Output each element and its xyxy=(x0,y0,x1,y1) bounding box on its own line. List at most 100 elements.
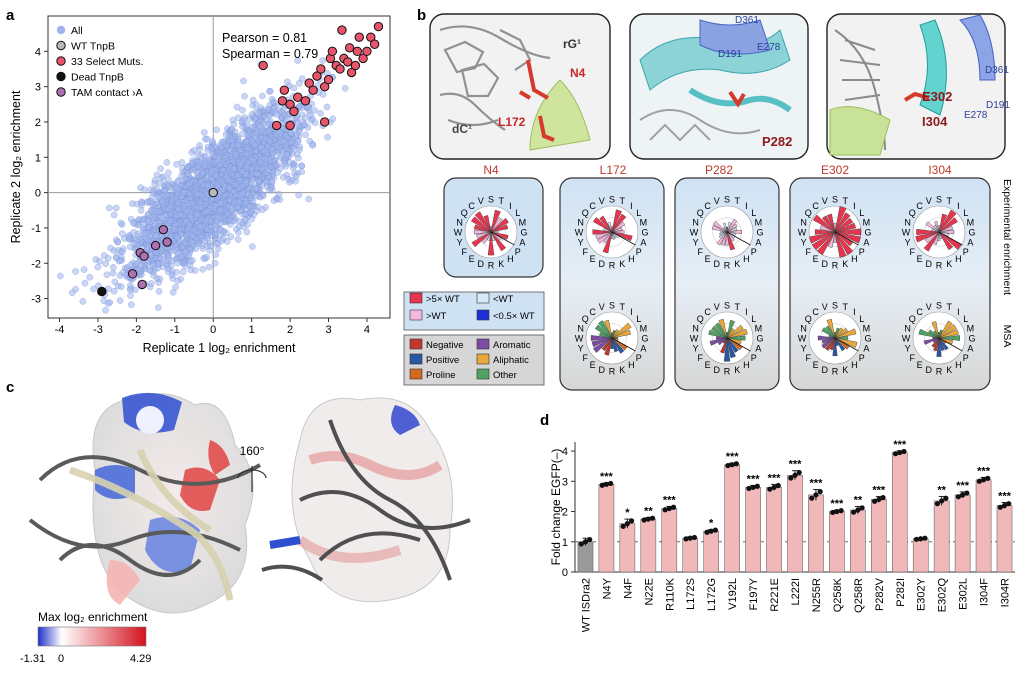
bar-replicate-dot xyxy=(830,509,836,516)
scatter-point-33-select-muts xyxy=(323,74,334,85)
scatter-point-33-select-muts xyxy=(289,106,299,117)
enrichment-legend-label: <0.5× WT xyxy=(493,311,535,322)
rose-letter: K xyxy=(619,365,625,375)
scatter-point-all xyxy=(176,211,184,218)
scatter-point-all xyxy=(212,251,219,259)
rose-wedge xyxy=(726,218,738,233)
rose-letter: A xyxy=(967,238,973,248)
rose-letter: A xyxy=(640,238,646,248)
rose-letter: F xyxy=(583,353,589,363)
legend-marker xyxy=(56,25,66,35)
rose-wedge xyxy=(938,209,957,233)
rose-wedge xyxy=(604,337,613,356)
label-d361-a: D361 xyxy=(735,15,759,26)
enrichment-legend-label: <WT xyxy=(493,294,514,305)
scatter-point-all xyxy=(204,207,212,215)
scatter-point-33-select-muts xyxy=(300,96,311,106)
rose-letter: I xyxy=(853,201,856,211)
rose-letter: V xyxy=(478,196,484,206)
rose-letter: K xyxy=(619,259,625,269)
rose-wedge xyxy=(726,328,735,339)
class-legend-label: Aromatic xyxy=(493,340,531,351)
scatter-point-all xyxy=(155,288,163,295)
bar-replicate-dot xyxy=(662,507,668,513)
rose-wedge xyxy=(726,223,738,233)
bar-replicate-dot xyxy=(649,515,656,521)
scatter-point-all xyxy=(178,159,186,166)
rose-letter: I xyxy=(957,307,960,317)
scatter-point-all xyxy=(118,283,125,290)
colorbar-max-label: 4.29 xyxy=(130,653,151,665)
scatter-point-all xyxy=(236,217,243,225)
protein-surface-front xyxy=(28,392,262,614)
structure-view-1: rG¹ N4 L172 dC¹ xyxy=(429,13,611,160)
enrichment-legend: >5× WT <WT >WT <0.5× WT xyxy=(409,292,535,322)
rose-wedge xyxy=(821,327,836,339)
rose-title-n4: N4 xyxy=(483,163,499,177)
scatter-point-all xyxy=(268,178,276,186)
rose-letter: Q xyxy=(697,208,704,218)
scatter-point-all xyxy=(104,254,112,262)
rose-wedge xyxy=(834,231,854,256)
rose-letter: K xyxy=(734,259,740,269)
rose-wedge xyxy=(490,231,509,240)
scatter-point-33-select-muts xyxy=(362,46,372,57)
rose-wedge xyxy=(716,231,728,246)
bar xyxy=(891,452,908,573)
rose-wedge xyxy=(809,231,836,244)
rose-wedge xyxy=(834,327,848,339)
rose-letter: K xyxy=(946,259,952,269)
bar xyxy=(975,479,992,573)
rose-letter: N xyxy=(577,217,584,227)
scatter-point-all xyxy=(255,178,263,185)
rose-wedge xyxy=(611,231,617,239)
scatter-point-all xyxy=(305,195,313,203)
rose-wedge xyxy=(487,231,495,256)
rose-letter: G xyxy=(864,334,871,344)
rose-wedge xyxy=(599,332,613,339)
rose-wedge xyxy=(833,222,837,233)
bar-replicate-dot xyxy=(691,534,698,541)
panel-label-d: d xyxy=(540,412,549,429)
rose-wedge xyxy=(834,331,836,339)
rose-letter: N xyxy=(692,217,699,227)
rose-letter: G xyxy=(641,334,648,344)
protein-surface-back xyxy=(261,397,471,603)
bar-category-label: I304F xyxy=(979,578,991,606)
enrichment-swatch xyxy=(409,292,423,304)
rose-letter: Y xyxy=(578,238,584,248)
class-swatch xyxy=(409,368,423,380)
scatter-point-33-select-muts xyxy=(335,64,345,74)
label-e278-b: E278 xyxy=(964,110,988,121)
rose-wedge xyxy=(490,217,503,233)
rose-title-l172: L172 xyxy=(600,163,627,177)
bar xyxy=(703,530,719,573)
legend-marker xyxy=(56,71,66,82)
bar-replicate-dot xyxy=(771,484,777,490)
scatter-point-all xyxy=(324,133,331,141)
scatter-point-all xyxy=(174,277,181,285)
scatter-point-33-select-muts xyxy=(277,96,288,106)
enrichment-legend-label: >5× WT xyxy=(426,294,460,305)
class-legend-label: Negative xyxy=(426,340,464,351)
rose-letter: F xyxy=(910,247,916,257)
rose-wedge xyxy=(611,322,632,339)
rose-wedge xyxy=(936,337,942,357)
rose-wedge xyxy=(721,231,728,246)
rose-wedge xyxy=(717,337,728,346)
scatter-point-all xyxy=(147,280,155,287)
bar-replicate-dot xyxy=(746,485,752,492)
rose-wedge xyxy=(938,324,957,339)
scatter-point-all xyxy=(244,190,252,198)
bar-replicate-dot xyxy=(712,527,719,533)
scatter-point-all xyxy=(207,242,214,250)
bar-replicate-dot xyxy=(976,478,982,484)
scatter-point-33-select-muts xyxy=(350,60,361,71)
bar xyxy=(598,484,615,573)
rose-letter: S xyxy=(609,195,615,205)
bar-replicate-dot xyxy=(683,536,689,542)
